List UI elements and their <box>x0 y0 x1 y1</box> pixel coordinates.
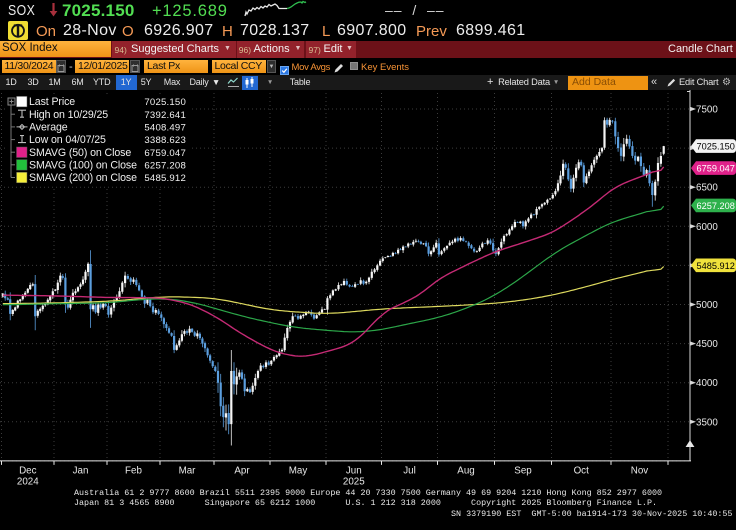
svg-text:6759.047: 6759.047 <box>697 164 735 174</box>
svg-text:6000: 6000 <box>696 222 718 233</box>
svg-text:3500: 3500 <box>696 417 718 428</box>
svg-text:2024: 2024 <box>17 477 39 488</box>
svg-text:7392.641: 7392.641 <box>144 110 186 121</box>
svg-text:Average: Average <box>29 122 68 134</box>
svg-text:7025.150: 7025.150 <box>697 142 735 152</box>
svg-text:Dec: Dec <box>19 466 37 477</box>
svg-text:6759.047: 6759.047 <box>144 148 186 159</box>
svg-text:SMAVG (200) on Close: SMAVG (200) on Close <box>29 172 137 184</box>
svg-text:6500: 6500 <box>696 183 718 194</box>
svg-text:4500: 4500 <box>696 339 718 350</box>
svg-text:Feb: Feb <box>125 466 142 477</box>
svg-text:7500: 7500 <box>696 105 718 116</box>
svg-text:Aug: Aug <box>457 466 474 477</box>
svg-text:Apr: Apr <box>234 466 250 477</box>
svg-text:Jul: Jul <box>403 466 416 477</box>
svg-text:6257.208: 6257.208 <box>144 160 186 171</box>
svg-text:5408.497: 5408.497 <box>144 123 186 134</box>
svg-text:Jan: Jan <box>73 466 89 477</box>
svg-text:Oct: Oct <box>574 466 590 477</box>
svg-text:5485.912: 5485.912 <box>144 173 186 184</box>
svg-text:7025.150: 7025.150 <box>144 97 186 108</box>
svg-text:High on 10/29/25: High on 10/29/25 <box>29 109 108 121</box>
svg-text:SMAVG (100) on Close: SMAVG (100) on Close <box>29 159 137 171</box>
svg-text:SMAVG (50) on Close: SMAVG (50) on Close <box>29 147 131 159</box>
svg-text:2025: 2025 <box>343 477 365 488</box>
svg-text:Jun: Jun <box>346 466 362 477</box>
svg-text:5000: 5000 <box>696 300 718 311</box>
svg-text:Low on 04/07/25: Low on 04/07/25 <box>29 134 106 146</box>
svg-text:4000: 4000 <box>696 378 718 389</box>
svg-text:May: May <box>289 466 308 477</box>
svg-text:Nov: Nov <box>631 466 649 477</box>
svg-text:3388.623: 3388.623 <box>144 135 186 146</box>
svg-text:Sep: Sep <box>514 466 532 477</box>
svg-text:Mar: Mar <box>179 466 197 477</box>
svg-text:6257.208: 6257.208 <box>697 201 735 211</box>
svg-text:Last Price: Last Price <box>29 96 75 108</box>
svg-text:5485.912: 5485.912 <box>697 261 735 271</box>
